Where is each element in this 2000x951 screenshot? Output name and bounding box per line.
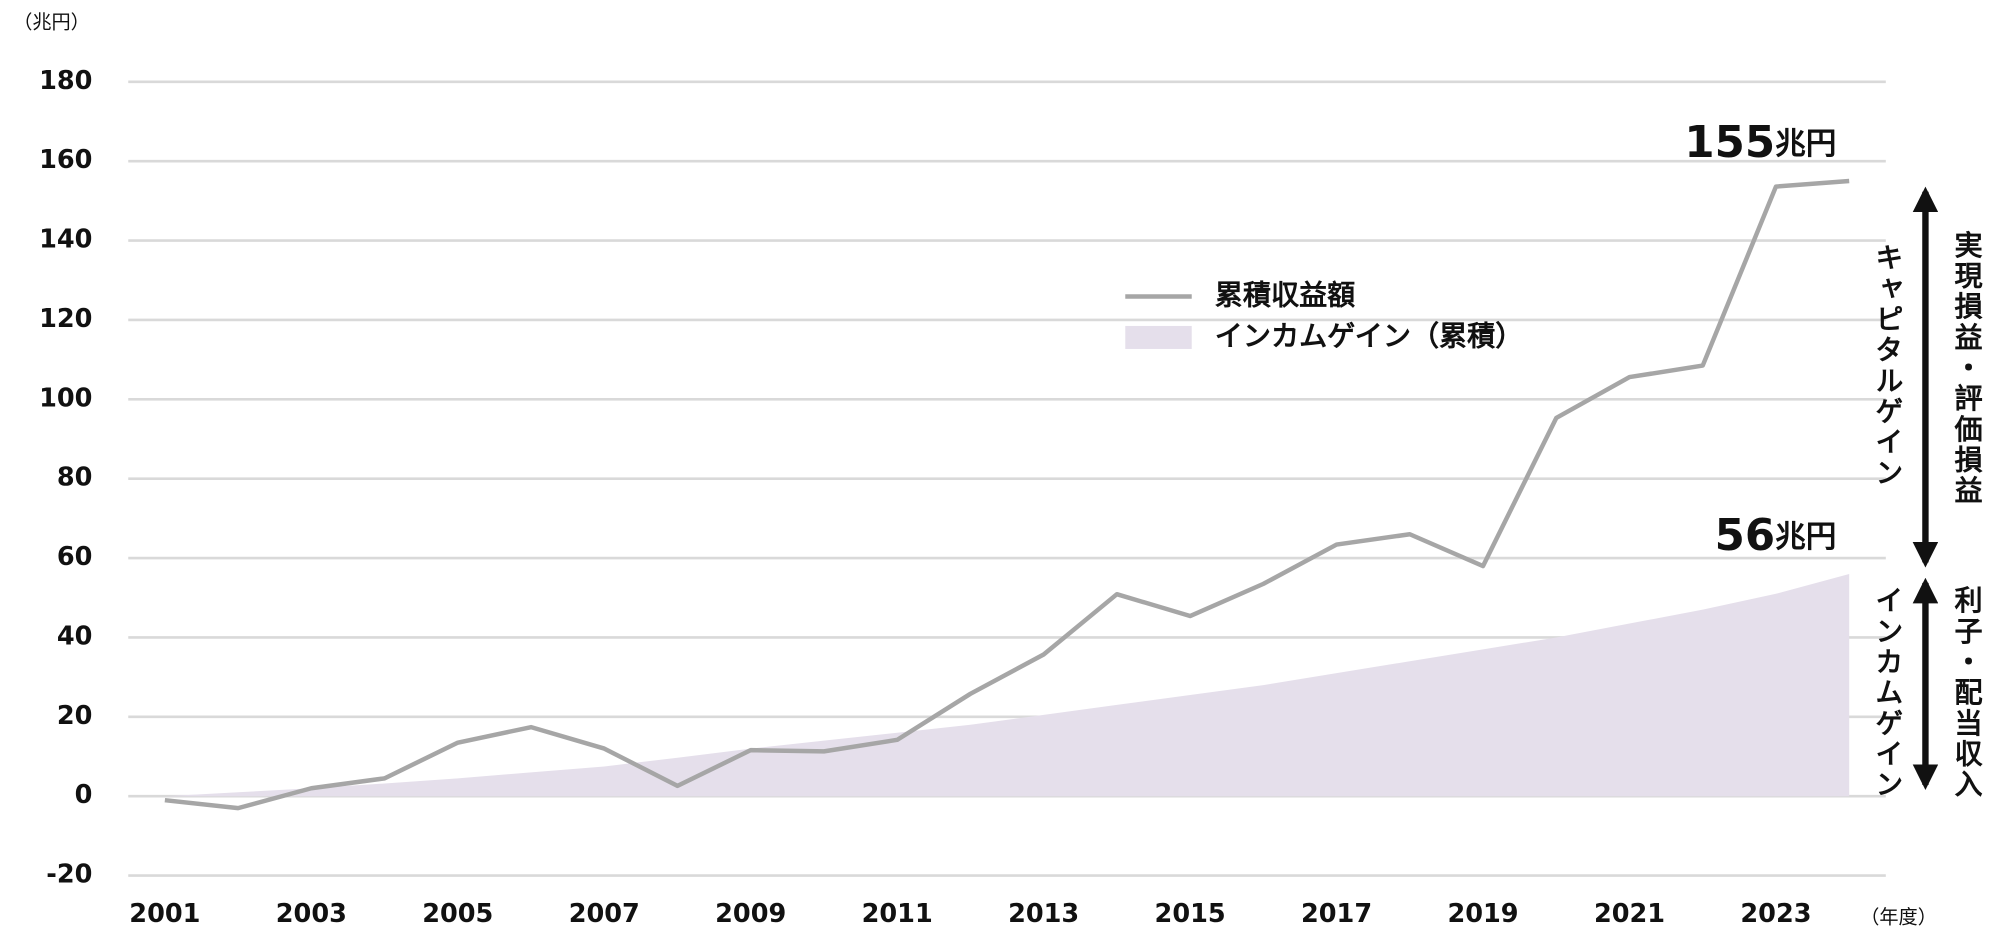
y-tick-label: 160 — [39, 145, 92, 175]
y-tick-label: 40 — [57, 621, 93, 651]
x-tick-label: 2017 — [1301, 899, 1372, 929]
x-tick-label: 2021 — [1594, 899, 1665, 929]
y-tick-label: 140 — [39, 225, 92, 255]
x-tick-label: 2003 — [276, 899, 347, 929]
x-tick-label: 2013 — [1008, 899, 1079, 929]
y-tick-label: 100 — [39, 383, 92, 413]
y-tick-label: -20 — [46, 860, 92, 890]
legend-area — [1125, 325, 1192, 349]
x-tick-label: 2019 — [1447, 899, 1518, 929]
line — [164, 178, 1850, 811]
y-unit: （兆円） — [13, 11, 90, 34]
x-unit: （年度） — [1860, 905, 1937, 928]
y-tick-label: 20 — [57, 701, 93, 731]
value-label: 155兆円 — [1684, 118, 1836, 168]
side-label: キャピタルゲイン — [1871, 243, 1904, 488]
legend: 累積収益額 インカムゲイン（累積） — [1125, 279, 1524, 352]
x-tick-label: 2007 — [569, 899, 640, 929]
side-label: 利子・配当収入 — [1950, 585, 1983, 800]
legend-label: 累積収益額 — [1215, 279, 1356, 312]
x-tick-label: 2011 — [862, 899, 933, 929]
y-tick-label: 80 — [57, 463, 93, 493]
y-tick-label: 0 — [75, 780, 93, 810]
y-tick-label: 60 — [57, 542, 93, 572]
x-tick-label: 2023 — [1740, 899, 1811, 929]
side-label: 実現損益・評価損益 — [1950, 229, 1983, 506]
area — [164, 573, 1850, 797]
x-tick-label: 2009 — [715, 899, 786, 929]
x-tick-label: 2015 — [1155, 899, 1226, 929]
x-tick-label: 2001 — [129, 899, 200, 929]
x-tick-label: 2005 — [422, 899, 493, 929]
side-label: インカムゲイン — [1871, 585, 1904, 800]
legend-label: インカムゲイン（累積） — [1215, 319, 1524, 352]
y-tick-label: 120 — [39, 304, 92, 334]
value-label: 56兆円 — [1715, 511, 1837, 561]
y-tick-label: 180 — [39, 66, 92, 96]
